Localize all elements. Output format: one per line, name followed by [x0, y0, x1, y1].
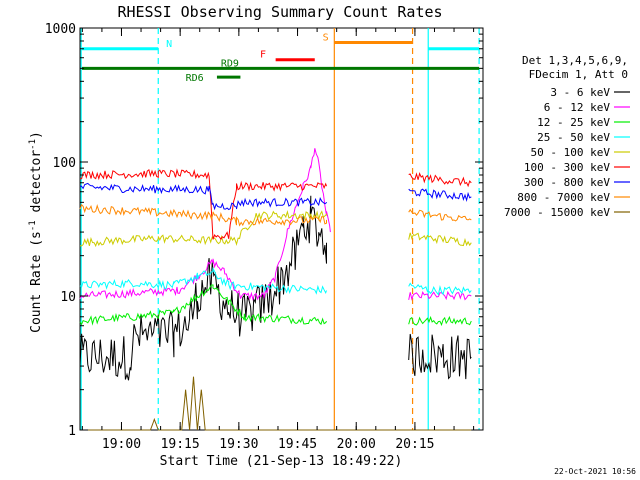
- series-line: [408, 171, 472, 188]
- plot-frame: [79, 27, 484, 431]
- legend-entry-label: 800 - 7000 keV: [517, 191, 610, 204]
- legend-entry-label: 7000 - 15000 keV: [504, 206, 610, 219]
- status-bar-label: N: [166, 39, 172, 50]
- legend-entry-label: 300 - 800 keV: [524, 176, 610, 189]
- series-line: [79, 195, 327, 381]
- chart-title: RHESSI Observing Summary Count Rates: [117, 3, 442, 21]
- series-line: [79, 203, 327, 227]
- legend-entry-label: 100 - 300 keV: [524, 161, 610, 174]
- footer-date: 22-Oct-2021 10:56: [554, 467, 636, 476]
- legend-entry-label: 50 - 100 keV: [531, 146, 611, 159]
- legend-entry-label: 25 - 50 keV: [537, 131, 610, 144]
- status-bar-label: RD6: [186, 73, 204, 84]
- y-tick-label: 10: [60, 290, 76, 305]
- y-tick-label: 1000: [45, 22, 76, 37]
- series-line: [408, 208, 472, 222]
- status-bar-label: F: [260, 50, 266, 61]
- y-axis-ticks: 1 10 100 1000: [45, 22, 483, 439]
- status-bar-label: RD9: [221, 58, 239, 69]
- legend: Det 1,3,4,5,6,9,FDecim 1, Att 0 3 - 6 keV…: [504, 54, 630, 219]
- series-line: [408, 188, 472, 202]
- x-tick-label: 20:15: [395, 437, 434, 452]
- x-tick-label: 19:00: [102, 437, 141, 452]
- series-line: [408, 290, 472, 301]
- status-bars: N S F RD9 RD6: [81, 32, 480, 84]
- series-line: [79, 182, 327, 211]
- series-line: [408, 282, 472, 296]
- x-axis-label: Start Time (21-Sep-13 18:49:22): [160, 454, 403, 469]
- series-line: [79, 168, 327, 241]
- legend-header: FDecim 1, Att 0: [529, 68, 628, 81]
- x-axis-ticks: 19:00 19:15 19:30 19:45 20:00 20:15: [81, 28, 475, 452]
- series-line: [79, 266, 327, 295]
- series-line: [408, 333, 472, 380]
- series-line: [79, 210, 327, 248]
- legend-entry-label: 12 - 25 keV: [537, 116, 610, 129]
- vertical-markers: [80, 28, 480, 430]
- data-series: [79, 148, 472, 431]
- series-line: [80, 376, 472, 431]
- legend-entry-label: 3 - 6 keV: [550, 86, 610, 99]
- y-tick-label: 1: [68, 424, 76, 439]
- x-tick-label: 20:00: [337, 437, 376, 452]
- legend-header: Det 1,3,4,5,6,9,: [522, 54, 628, 67]
- x-tick-label: 19:30: [219, 437, 258, 452]
- y-tick-label: 100: [53, 156, 76, 171]
- series-line: [79, 148, 331, 301]
- plot-area: [79, 27, 484, 431]
- series-line: [79, 284, 327, 326]
- series-line: [408, 232, 472, 247]
- x-tick-label: 19:45: [278, 437, 317, 452]
- series-line: [408, 315, 472, 327]
- legend-entry-label: 6 - 12 keV: [544, 101, 611, 114]
- x-tick-label: 19:15: [161, 437, 200, 452]
- status-bar-label: S: [323, 32, 329, 43]
- y-axis-label: Count Rate (s-1 detector-1): [28, 131, 44, 333]
